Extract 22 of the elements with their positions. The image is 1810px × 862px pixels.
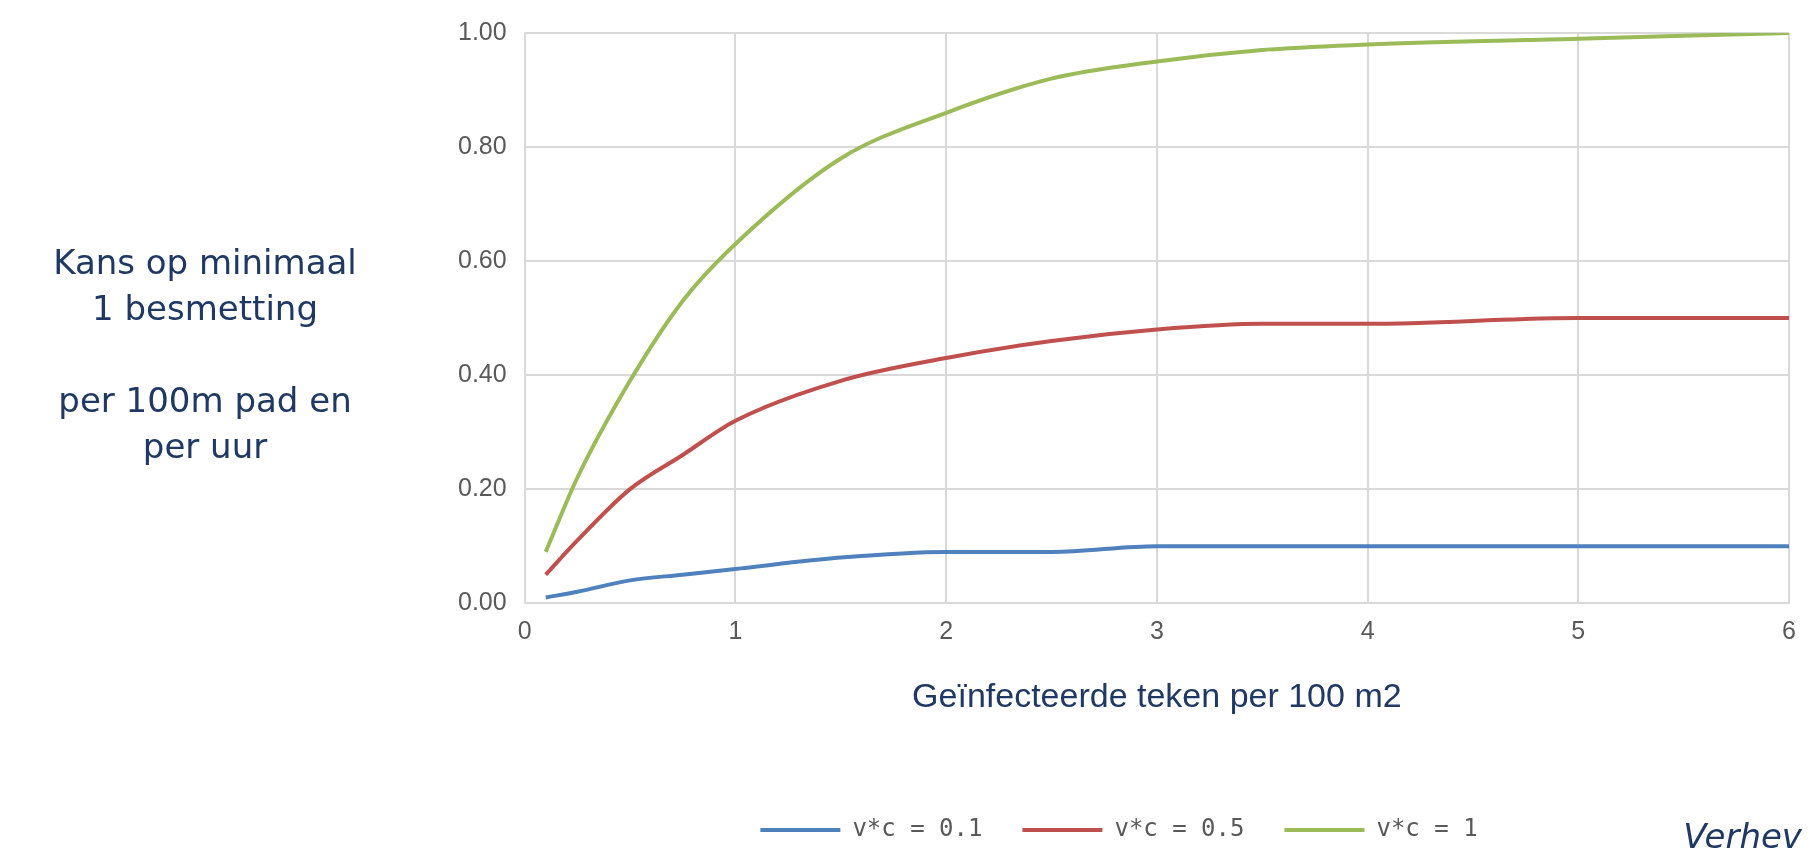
y-tick-label: 0.40 [457,359,507,388]
y-tick-label: 0.60 [457,244,507,273]
y-tick-label: 0.00 [457,587,507,616]
x-axis-title: Geïnfecteerde teken per 100 m2 [912,675,1402,714]
x-tick-label: 2 [939,616,954,645]
x-tick-label: 6 [1782,616,1796,645]
legend-label: v*c = 0.1 [852,814,983,843]
x-tick-label: 1 [728,616,743,645]
line-series [543,316,1790,577]
x-tick-label: 3 [1149,616,1164,645]
y-tick-label: 1.00 [457,16,507,45]
y-tick-label: 0.80 [457,130,507,159]
x-tick-label: 5 [1571,616,1586,645]
text: Kans op minimaal 1 besmetting per 100m pad en per uur [53,242,357,466]
line-series [543,33,1790,554]
legend-label: v*c = 1 [1376,814,1478,843]
legend-label: v*c = 0.5 [1114,814,1245,843]
x-tick-label: 0 [517,616,532,645]
text: Verhev [1683,816,1802,856]
line-series [543,544,1790,600]
y-tick-label: 0.20 [457,473,507,502]
x-tick-label: 4 [1360,616,1375,645]
